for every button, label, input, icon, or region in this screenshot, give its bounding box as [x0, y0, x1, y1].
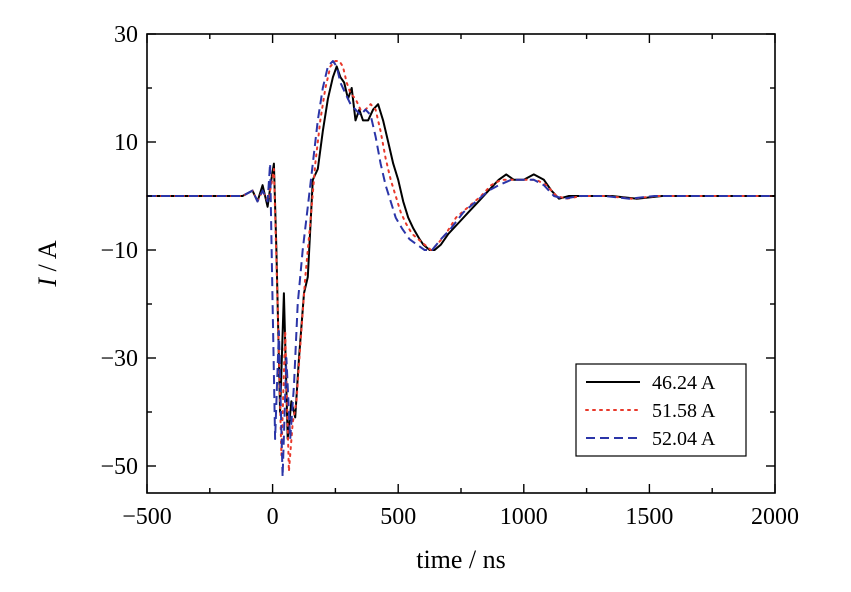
legend-label-1: 46.24 A	[652, 372, 716, 394]
legend-label-2: 51.58 A	[652, 400, 716, 422]
legend-box	[575, 363, 747, 457]
series-layer	[146, 60, 776, 478]
x-tick-label: 1500	[625, 504, 673, 530]
x-axis-title: time / ns	[416, 545, 506, 574]
legend-label-3: 52.04 A	[652, 428, 716, 450]
y-tick-label: −10	[100, 238, 138, 264]
legend: 46.24 A 51.58 A 52.04 A	[575, 363, 747, 457]
x-tick-label: −500	[122, 504, 172, 530]
y-tick-label: 10	[114, 130, 138, 156]
y-axis-title-symbol: I	[33, 277, 62, 288]
series-line-3	[147, 60, 775, 478]
ticks-layer	[146, 33, 776, 493]
x-tick-label: 500	[380, 504, 416, 530]
labels-layer: −500 0 500 1000 1500 2000 −50 −30 −10 10 30	[100, 22, 799, 530]
x-tick-label: 2000	[751, 504, 799, 530]
y-tick-label: 30	[114, 22, 138, 48]
x-tick-label: 0	[267, 504, 279, 530]
y-tick-label: −50	[100, 454, 138, 480]
series-line-2	[146, 60, 776, 473]
y-tick-label: −30	[100, 346, 138, 372]
y-axis-title-unit: / A	[33, 240, 62, 278]
x-tick-label: 1000	[500, 504, 548, 530]
y-axis-title: I / A	[33, 240, 62, 287]
